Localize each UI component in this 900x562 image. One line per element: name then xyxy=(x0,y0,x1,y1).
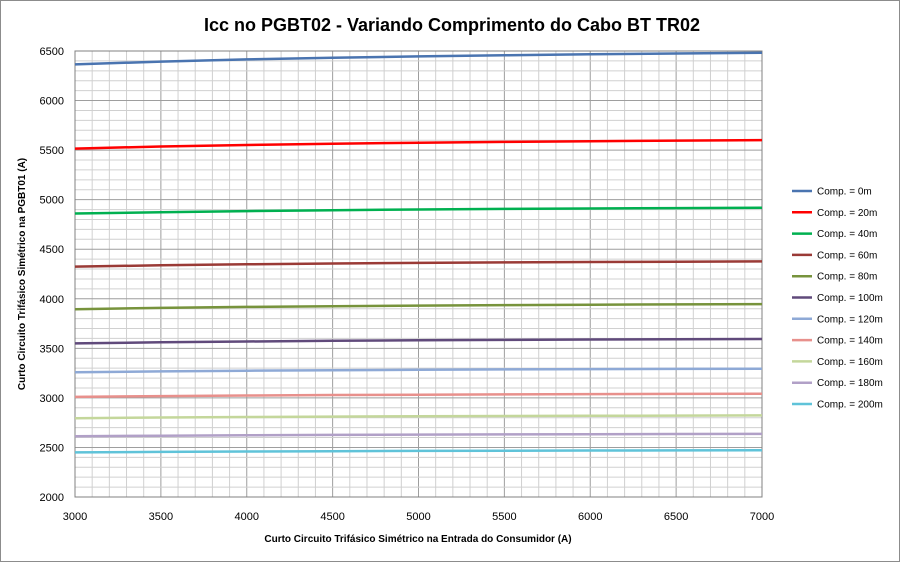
series-line-3 xyxy=(74,260,763,268)
series-line-6 xyxy=(74,367,763,374)
legend-label-9: Comp. = 180m xyxy=(817,378,883,389)
legend: Comp. = 0m Comp. = 20m Comp. = 40m Comp. = … xyxy=(792,187,883,411)
series-lines xyxy=(74,51,763,454)
series-line-1 xyxy=(74,138,763,150)
y-tick-label: 5000 xyxy=(40,195,64,207)
y-tick-label: 3500 xyxy=(40,343,64,355)
y-tick-label: 6500 xyxy=(40,46,64,58)
x-axis-ticks: 3000 3500 4000 4500 5000 5500 6000 6500 7000 xyxy=(63,511,774,523)
x-tick-label: 4500 xyxy=(320,511,344,523)
series-line-5 xyxy=(74,337,763,345)
legend-label-7: Comp. = 140m xyxy=(817,336,883,347)
y-tick-label: 4000 xyxy=(40,294,64,306)
plot-area-border xyxy=(74,50,763,498)
series-line-2 xyxy=(74,206,763,215)
series-line-7 xyxy=(74,392,763,399)
y-axis-title: Curto Circuito Trifásico Simétrico na PG… xyxy=(17,158,28,390)
y-tick-label: 5500 xyxy=(40,145,64,157)
series-line-9 xyxy=(74,432,763,438)
series-line-8 xyxy=(74,414,763,420)
x-axis-title: Curto Circuito Trifásico Simétrico na En… xyxy=(264,534,571,545)
x-tick-label: 7000 xyxy=(750,511,774,523)
legend-label-10: Comp. = 200m xyxy=(817,400,883,411)
x-tick-label: 5500 xyxy=(492,511,516,523)
grid xyxy=(74,50,763,498)
series-line-10 xyxy=(74,448,763,454)
legend-label-4: Comp. = 80m xyxy=(817,272,877,283)
x-tick-label: 4000 xyxy=(235,511,259,523)
y-tick-label: 2000 xyxy=(40,492,64,504)
x-tick-label: 6000 xyxy=(578,511,602,523)
legend-label-8: Comp. = 160m xyxy=(817,357,883,368)
y-tick-label: 3000 xyxy=(40,393,64,405)
series-line-4 xyxy=(74,302,763,311)
x-tick-label: 6500 xyxy=(664,511,688,523)
y-tick-label: 2500 xyxy=(40,442,64,454)
x-tick-label: 5000 xyxy=(406,511,430,523)
legend-label-3: Comp. = 60m xyxy=(817,250,877,261)
series-line-0 xyxy=(74,51,763,66)
legend-label-1: Comp. = 20m xyxy=(817,208,877,219)
legend-label-0: Comp. = 0m xyxy=(817,187,872,198)
legend-label-6: Comp. = 120m xyxy=(817,314,883,325)
legend-label-2: Comp. = 40m xyxy=(817,229,877,240)
legend-label-5: Comp. = 100m xyxy=(817,293,883,304)
y-tick-label: 6000 xyxy=(40,96,64,108)
x-tick-label: 3500 xyxy=(149,511,173,523)
y-axis-ticks: 2000 2500 3000 3500 4000 4500 5000 5500 6000 6500 xyxy=(40,46,64,504)
chart-title: Icc no PGBT02 - Variando Comprimento do … xyxy=(204,15,700,35)
x-tick-label: 3000 xyxy=(63,511,87,523)
y-tick-label: 4500 xyxy=(40,244,64,256)
